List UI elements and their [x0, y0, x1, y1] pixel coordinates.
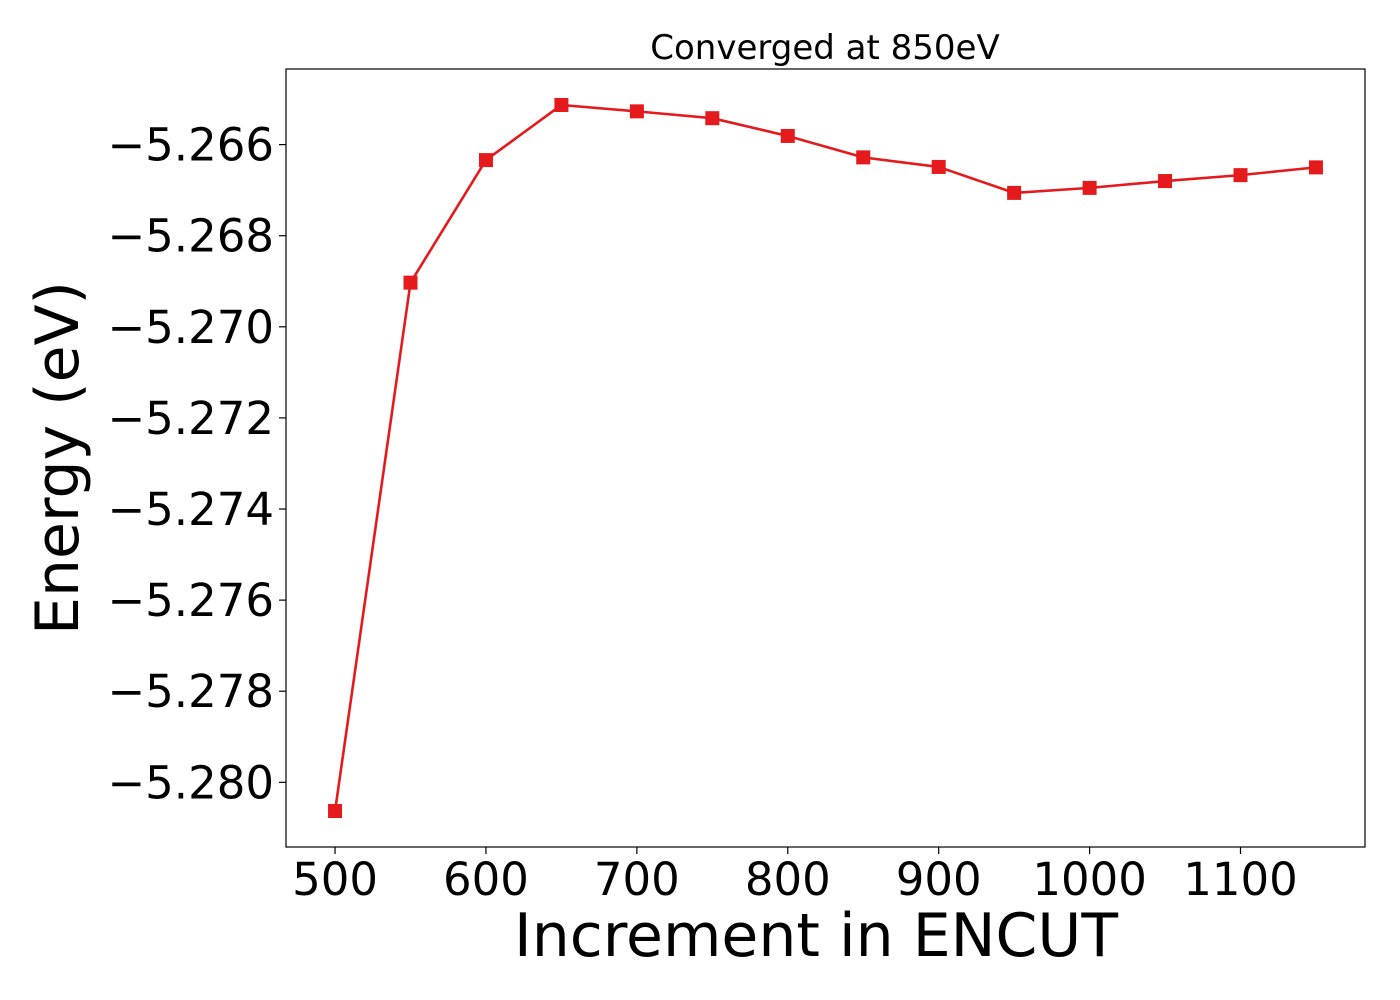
- y-tick-label: −5.280: [107, 756, 274, 809]
- plot-area: [328, 97, 1323, 819]
- data-point: [705, 111, 720, 126]
- data-point: [780, 128, 795, 143]
- y-axis: −5.280 −5.278 −5.276 −5.274 −5.272 −5.270 −5.2…: [107, 119, 286, 809]
- data-point: [403, 275, 418, 290]
- y-tick-label: −5.276: [107, 574, 274, 627]
- x-tick-label: 500: [292, 853, 378, 906]
- x-tick-label: 600: [443, 853, 529, 906]
- x-axis-label: Increment in ENCUT: [514, 901, 1118, 971]
- y-tick-label: −5.278: [107, 665, 274, 718]
- x-tick-label: 900: [896, 853, 982, 906]
- y-tick-label: −5.270: [107, 301, 274, 354]
- x-tick-label: 1000: [1032, 853, 1147, 906]
- data-point: [478, 153, 493, 168]
- data-point: [554, 97, 569, 112]
- y-tick-label: −5.272: [107, 392, 274, 445]
- data-point: [1308, 160, 1323, 175]
- plot-frame: [285, 68, 1366, 848]
- data-point: [856, 150, 871, 165]
- data-point: [1007, 185, 1022, 200]
- x-tick-label: 700: [594, 853, 680, 906]
- data-point: [1158, 174, 1173, 189]
- data-point: [1233, 168, 1248, 183]
- data-point: [328, 804, 343, 819]
- x-tick-label: 1100: [1183, 853, 1298, 906]
- y-axis-label: Energy (eV): [23, 281, 93, 635]
- y-tick-label: −5.274: [107, 483, 274, 536]
- x-axis: 500 600 700 800 900 1000 1100: [292, 847, 1298, 906]
- x-tick-label: 800: [745, 853, 831, 906]
- data-point: [629, 104, 644, 119]
- series-line: [333, 103, 1317, 812]
- data-point: [1082, 180, 1097, 195]
- data-point: [931, 159, 946, 174]
- y-tick-label: −5.268: [107, 210, 274, 263]
- chart-title: Converged at 850eV: [650, 28, 999, 68]
- y-tick-label: −5.266: [107, 119, 274, 172]
